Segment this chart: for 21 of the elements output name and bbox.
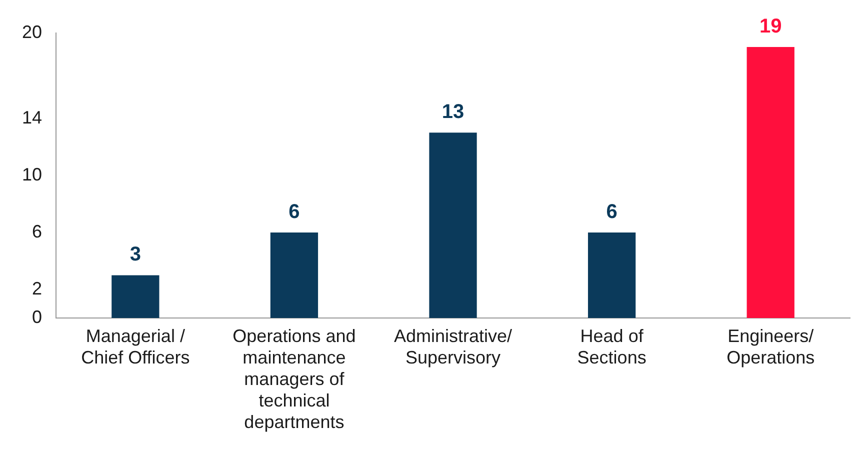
x-tick-label: Managerial / Chief Officers (81, 326, 190, 368)
data-label: 6 (606, 200, 618, 223)
data-label: 6 (288, 200, 300, 223)
x-tick-label: Head of Sections (577, 326, 646, 368)
bar (746, 47, 794, 318)
y-tick-label: 10 (22, 164, 42, 184)
x-tick-label: Operations and maintenance managers of technical departments (232, 326, 356, 432)
data-label: 19 (759, 16, 782, 38)
x-tick-label: Engineers/ Operations (726, 326, 815, 368)
y-tick-label: 6 (32, 221, 42, 242)
data-label: 3 (130, 244, 141, 266)
y-tick-label: 2 (32, 278, 42, 298)
y-tick-label: 0 (32, 306, 42, 327)
y-tick-label: 14 (22, 107, 42, 128)
bar (429, 132, 477, 318)
bar (112, 275, 160, 318)
bar (270, 232, 318, 318)
data-label: 13 (442, 101, 464, 124)
bar (588, 232, 636, 318)
y-tick-label: 20 (22, 22, 42, 42)
x-tick-label: Administrative/ Supervisory (394, 326, 512, 368)
